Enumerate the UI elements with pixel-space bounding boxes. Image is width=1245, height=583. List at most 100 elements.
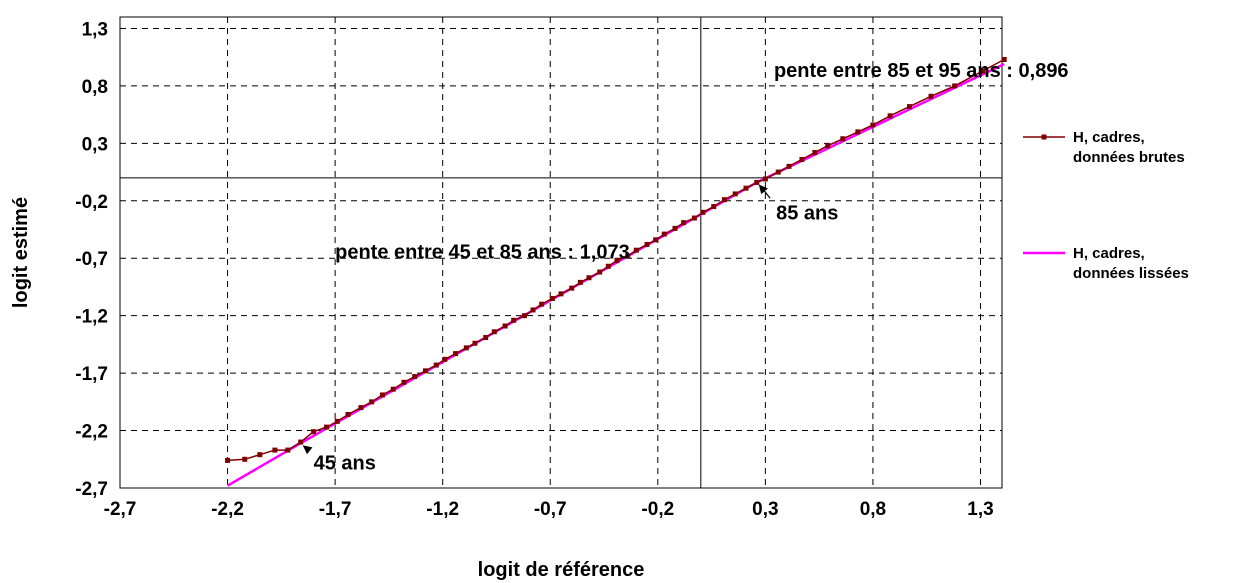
data-point-marker [311, 429, 317, 435]
data-point-marker [633, 247, 639, 253]
series-line-smoothed [226, 62, 1005, 487]
y-tick-label: -0,2 [75, 192, 108, 213]
data-point-marker [1001, 57, 1007, 63]
reference-lines [120, 17, 1002, 488]
data-point-marker [721, 197, 727, 203]
annotation-label: 85 ans [776, 202, 838, 224]
data-point-marker [422, 368, 428, 374]
data-point-marker [681, 220, 687, 226]
x-tick-label: -1,2 [426, 499, 459, 520]
data-point-marker [502, 323, 508, 329]
legend-swatch-marker [1041, 134, 1047, 140]
y-tick-label: -0,7 [75, 249, 108, 270]
y-axis-title: logit estimé [10, 197, 32, 308]
data-point-marker [298, 439, 304, 445]
data-point-marker [661, 231, 667, 237]
data-point-marker [369, 399, 375, 405]
annotation-arrow-head [302, 445, 313, 455]
data-point-marker [257, 452, 263, 458]
data-point-marker [644, 241, 650, 247]
y-tick-label: -2,7 [75, 479, 108, 500]
data-point-marker [401, 379, 407, 385]
data-point-marker [928, 93, 934, 99]
x-tick-label: 0,3 [752, 499, 778, 520]
data-point-marker [743, 185, 749, 191]
data-point-marker [390, 386, 396, 392]
data-point-marker [812, 150, 818, 156]
data-point-marker [700, 209, 706, 215]
x-tick-label: -2,2 [211, 499, 244, 520]
data-point-marker [483, 335, 489, 341]
data-point-marker [521, 313, 527, 319]
x-tick-label: 0,8 [860, 499, 886, 520]
data-point-marker [825, 143, 831, 149]
y-tick-label: -2,2 [75, 422, 108, 443]
legend-label: H, cadres, [1073, 129, 1145, 146]
data-point-marker [672, 225, 678, 231]
data-point-marker [605, 263, 611, 269]
series-layer [225, 57, 1007, 487]
annotations: pente entre 85 et 95 ans : 0,896 pente en… [302, 60, 1069, 475]
data-point-marker [272, 447, 278, 453]
data-point-marker [952, 83, 958, 89]
y-tick-label: -1,7 [75, 364, 108, 385]
data-point-marker [840, 136, 846, 142]
plot-area-frame [119, 16, 1003, 489]
data-point-marker [762, 176, 768, 182]
x-tick-label: -2,7 [104, 499, 137, 520]
data-point-marker [754, 179, 760, 185]
data-point-marker [870, 122, 876, 128]
annotation-label: pente entre 85 et 95 ans : 0,896 [774, 60, 1069, 82]
data-point-marker [786, 163, 792, 169]
x-tick-label: -1,7 [319, 499, 352, 520]
data-point-marker [453, 351, 459, 357]
data-point-marker [577, 279, 583, 285]
data-point-marker [324, 424, 330, 430]
tick-labels: -2,7 -2,2 -1,7 -1,2 -0,7 -0,2 0,3 0,8 1,3 -2,7 -2,… [75, 19, 993, 520]
legend-label: H, cadres, [1073, 245, 1145, 262]
data-point-marker [242, 456, 248, 462]
annotation-label: 45 ans [314, 453, 376, 475]
data-point-marker [334, 418, 340, 424]
y-tick-label: 0,8 [82, 77, 108, 98]
data-point-marker [597, 269, 603, 275]
data-point-marker [586, 275, 592, 281]
x-tick-label: -0,7 [534, 499, 567, 520]
legend: H, cadres, données brutes H, cadres, donnée… [1023, 129, 1189, 282]
data-point-marker [980, 68, 986, 74]
data-point-marker [442, 356, 448, 362]
y-tick-label: -1,2 [75, 307, 108, 328]
data-point-marker [433, 362, 439, 368]
data-point-marker [558, 291, 564, 297]
data-point-marker [625, 253, 631, 259]
data-point-marker [732, 191, 738, 197]
data-point-marker [691, 215, 697, 221]
data-point-marker [412, 374, 418, 380]
data-point-marker [491, 329, 497, 335]
data-point-marker [358, 405, 364, 411]
data-point-marker [285, 447, 291, 453]
legend-label: données lissées [1073, 265, 1189, 282]
data-point-marker [539, 301, 545, 307]
annotation-arrow-head [758, 184, 768, 195]
data-point-marker [511, 317, 517, 323]
data-point-marker [225, 457, 231, 463]
legend-label: données brutes [1073, 149, 1185, 166]
data-point-marker [549, 295, 555, 301]
y-tick-label: 1,3 [82, 19, 108, 40]
data-point-marker [569, 285, 575, 291]
data-point-marker [472, 340, 478, 346]
x-tick-label: -0,2 [641, 499, 674, 520]
data-point-marker [379, 392, 385, 398]
y-tick-label: 0,3 [82, 134, 108, 155]
x-tick-label: 1,3 [967, 499, 993, 520]
data-point-marker [906, 104, 912, 110]
data-point-marker [345, 411, 351, 417]
data-point-marker [799, 156, 805, 162]
x-axis-title: logit de référence [478, 559, 645, 581]
data-point-marker [653, 237, 659, 243]
data-point-marker [463, 345, 469, 351]
annotation-label: pente entre 45 et 85 ans : 1,073 [335, 241, 630, 263]
data-point-marker [711, 204, 717, 210]
